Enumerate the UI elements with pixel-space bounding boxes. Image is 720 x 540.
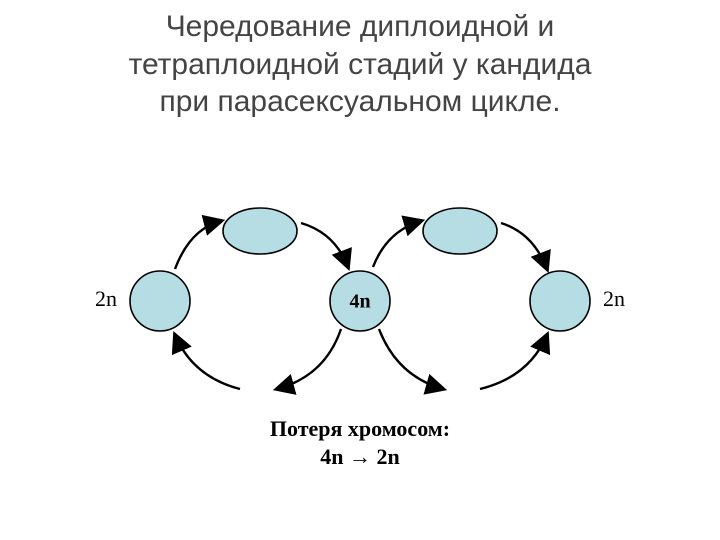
label-2n-left: 2n xyxy=(95,286,117,311)
cell-node-left-2n xyxy=(130,271,190,331)
cycle-arrow xyxy=(501,223,547,269)
cycle-arrow xyxy=(175,335,240,389)
label-4n-center: 4n xyxy=(349,290,370,312)
cycle-arrow xyxy=(480,335,547,389)
cell-node-right-2n xyxy=(530,271,590,331)
title-line: Чередование диплоидной и xyxy=(166,10,555,43)
label-bottom-line1: Потеря хромосом: xyxy=(270,416,450,441)
title-line: при парасексуальном цикле. xyxy=(159,85,560,118)
cell-node-right-top xyxy=(423,208,497,254)
title-line: тетраплоидной стадий у кандида xyxy=(129,48,592,81)
diagram-container: 2n 4n 2n Потеря хромосом: 4n → 2n xyxy=(0,151,720,481)
label-2n-right: 2n xyxy=(603,286,625,311)
page-title: Чередование диплоидной и тетраплоидной с… xyxy=(0,0,720,121)
cycle-arrow xyxy=(175,221,221,269)
cycle-arrow xyxy=(373,221,421,267)
label-bottom-line2: 4n → 2n xyxy=(320,444,399,469)
cycle-diagram: 2n 4n 2n Потеря хромосом: 4n → 2n xyxy=(25,151,695,481)
cycle-arrow xyxy=(379,329,443,389)
cycle-arrow xyxy=(301,223,348,267)
cell-node-left-top xyxy=(223,208,297,254)
cycle-arrow xyxy=(277,329,341,389)
